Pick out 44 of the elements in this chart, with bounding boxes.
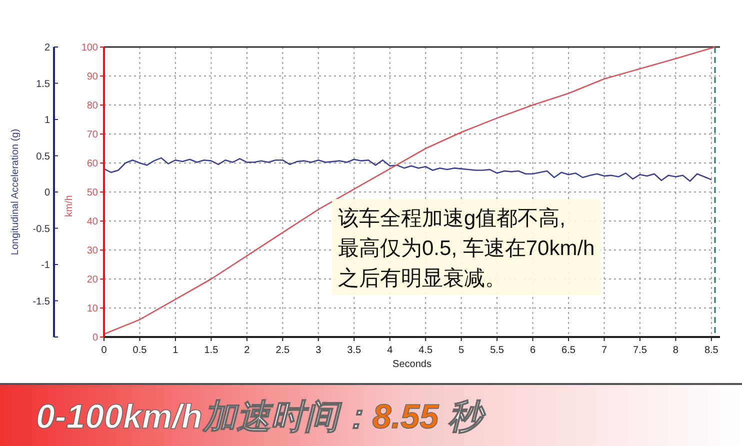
line-series xyxy=(103,46,716,335)
y-tick-label: 60 xyxy=(86,158,98,170)
y2-tick-label: 1.5 xyxy=(36,78,50,90)
y2-tick-label: 0.5 xyxy=(36,151,50,162)
x-tick-label: 7.5 xyxy=(633,345,648,356)
x-tick-label: 3 xyxy=(316,345,322,356)
y-tick-label: 20 xyxy=(86,274,98,286)
x-tick-label: 3.5 xyxy=(347,345,362,356)
x-tick-label: 5.5 xyxy=(490,345,504,356)
y-tick-label: 40 xyxy=(86,216,98,228)
y-tick-label: 0 xyxy=(92,332,98,344)
y-tick-label: 70 xyxy=(86,130,98,140)
x-tick-label: 8 xyxy=(672,345,679,356)
x-tick-label: 7 xyxy=(601,345,608,356)
y-axis-title: km/h xyxy=(64,195,75,217)
x-tick-label: 2.5 xyxy=(276,345,290,356)
y2-tick-label: -0.5 xyxy=(32,224,50,235)
y-tick-label: 90 xyxy=(86,72,98,82)
y2-tick-label: -1.5 xyxy=(32,296,50,308)
x-tick-label: 6.5 xyxy=(562,345,576,356)
x-tick-label: 0.5 xyxy=(132,345,148,356)
x-tick-label: 8.5 xyxy=(704,345,719,356)
y-tick-label: 50 xyxy=(86,188,98,198)
x-tick-label: 4.5 xyxy=(418,345,433,356)
x-tick-label: 4 xyxy=(387,345,394,356)
x-tick-label: 5 xyxy=(458,345,465,356)
y2-axis-title: Longitudinal Acceleration (g) xyxy=(10,128,21,256)
x-tick-label: 1 xyxy=(172,345,179,356)
x-tick-label: 1.5 xyxy=(204,345,219,356)
x-tick-label: 6 xyxy=(530,345,536,356)
y-tick-label: 80 xyxy=(86,100,98,112)
y2-tick-label: -1 xyxy=(41,260,50,271)
x-axis-title: Seconds xyxy=(392,359,432,370)
line-series xyxy=(103,157,712,182)
y2-tick-label: 1 xyxy=(44,115,50,126)
text: 0-100km/h加速时间：8.55 秒 xyxy=(36,398,486,436)
y-tick-label: 10 xyxy=(86,304,98,314)
y2-tick-label: 2 xyxy=(44,42,50,54)
annotation: 该车全程加速g值都不高, 最高仅为0.5, 车速在70km/h 之后有明显衰减。 xyxy=(338,207,595,290)
x-tick-label: 0 xyxy=(101,345,108,356)
y-tick-label: 100 xyxy=(81,42,98,54)
x-tick-label: 2 xyxy=(244,345,250,356)
y-tick-label: 30 xyxy=(86,246,98,256)
y2-tick-label: 0 xyxy=(44,188,50,198)
